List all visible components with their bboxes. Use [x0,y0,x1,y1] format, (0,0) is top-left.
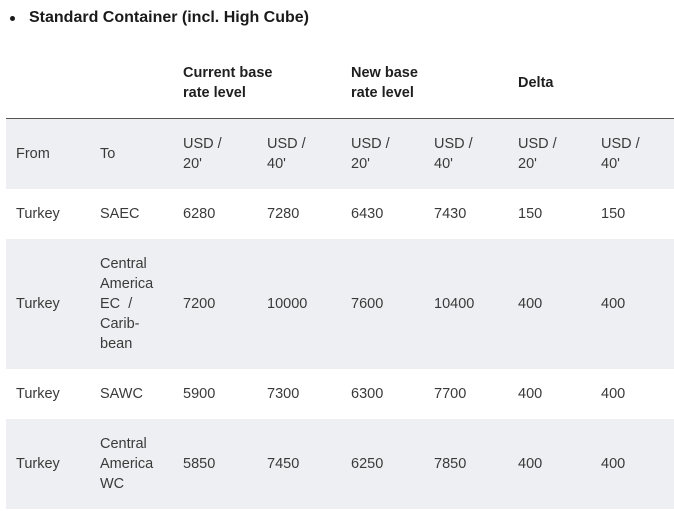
unit-size: 20' [518,156,537,172]
rate-table: Current base rate level New base rate le… [6,48,674,509]
cell-new-40: 7430 [424,189,509,239]
units-current-20: USD / 20' [173,118,257,189]
cell-from: Turkey [6,239,90,369]
to-line: America [100,276,154,292]
unit-currency: USD / [183,136,222,152]
unit-size: 40' [434,156,453,172]
unit-currency: USD / [267,136,306,152]
bullet-icon [10,15,15,21]
to-line: SAWC [100,386,143,402]
to-line: Carib- [100,316,140,332]
to-line: EC / [100,296,133,312]
cell-new-20: 7600 [341,239,425,369]
cell-delta-20: 150 [508,189,592,239]
units-current-40: USD / 40' [257,118,342,189]
to-line: Central [100,436,147,452]
cell-new-20: 6250 [341,419,425,509]
to-line: America [100,456,154,472]
unit-currency: USD / [601,136,640,152]
cell-current-20: 7200 [173,239,257,369]
table-header-row: Current base rate level New base rate le… [6,48,674,119]
unit-size: 40' [601,156,620,172]
header-new-line1: New base [351,65,418,81]
unit-currency: USD / [518,136,557,152]
header-empty-to [90,48,173,119]
header-delta: Delta [508,48,674,119]
cell-current-20: 5900 [173,369,257,419]
cell-new-40: 7700 [424,369,509,419]
units-new-20: USD / 20' [341,118,425,189]
cell-to: Central America WC [90,419,173,509]
cell-new-40: 7850 [424,419,509,509]
unit-currency: USD / [434,136,473,152]
cell-current-20: 5850 [173,419,257,509]
table-row: Turkey Central America EC / Carib- bean … [6,239,674,369]
cell-current-40: 7300 [257,369,342,419]
table-row: Turkey SAWC 5900 7300 6300 7700 400 400 [6,369,674,419]
to-line: Central [100,256,147,272]
cell-from: Turkey [6,369,90,419]
to-line: bean [100,336,133,352]
units-from-label: From [6,118,90,189]
units-to-label: To [90,118,173,189]
table-row: Turkey SAEC 6280 7280 6430 7430 150 150 [6,189,674,239]
cell-to: Central America EC / Carib- bean [90,239,173,369]
cell-new-20: 6300 [341,369,425,419]
cell-delta-40: 150 [591,189,674,239]
cell-current-40: 7280 [257,189,342,239]
units-delta-20: USD / 20' [508,118,592,189]
header-current-line1: Current base [183,65,273,81]
units-new-40: USD / 40' [424,118,509,189]
to-line: SAEC [100,206,140,222]
cell-current-40: 7450 [257,419,342,509]
cell-delta-20: 400 [508,369,592,419]
cell-to: SAEC [90,189,173,239]
cell-delta-40: 400 [591,419,674,509]
unit-currency: USD / [351,136,390,152]
header-current-line2: rate level [183,85,246,101]
table-row: Turkey Central America WC 5850 7450 6250… [6,419,674,509]
cell-new-20: 6430 [341,189,425,239]
cell-delta-20: 400 [508,419,592,509]
units-row: From To USD / 20' USD / 40' USD / 20' USD /… [6,118,674,189]
header-current-base-rate: Current base rate level [173,48,342,119]
cell-from: Turkey [6,189,90,239]
cell-from: Turkey [6,419,90,509]
units-delta-40: USD / 40' [591,118,674,189]
cell-to: SAWC [90,369,173,419]
header-new-line2: rate level [351,85,414,101]
section-heading: Standard Container (incl. High Cube) [10,7,309,29]
cell-delta-20: 400 [508,239,592,369]
cell-delta-40: 400 [591,239,674,369]
unit-size: 40' [267,156,286,172]
unit-size: 20' [351,156,370,172]
section-title: Standard Container (incl. High Cube) [29,9,310,26]
cell-current-20: 6280 [173,189,257,239]
header-new-base-rate: New base rate level [341,48,509,119]
unit-size: 20' [183,156,202,172]
cell-new-40: 10400 [424,239,509,369]
cell-delta-40: 400 [591,369,674,419]
to-line: WC [100,476,125,492]
header-empty-from [6,48,90,119]
cell-current-40: 10000 [257,239,342,369]
